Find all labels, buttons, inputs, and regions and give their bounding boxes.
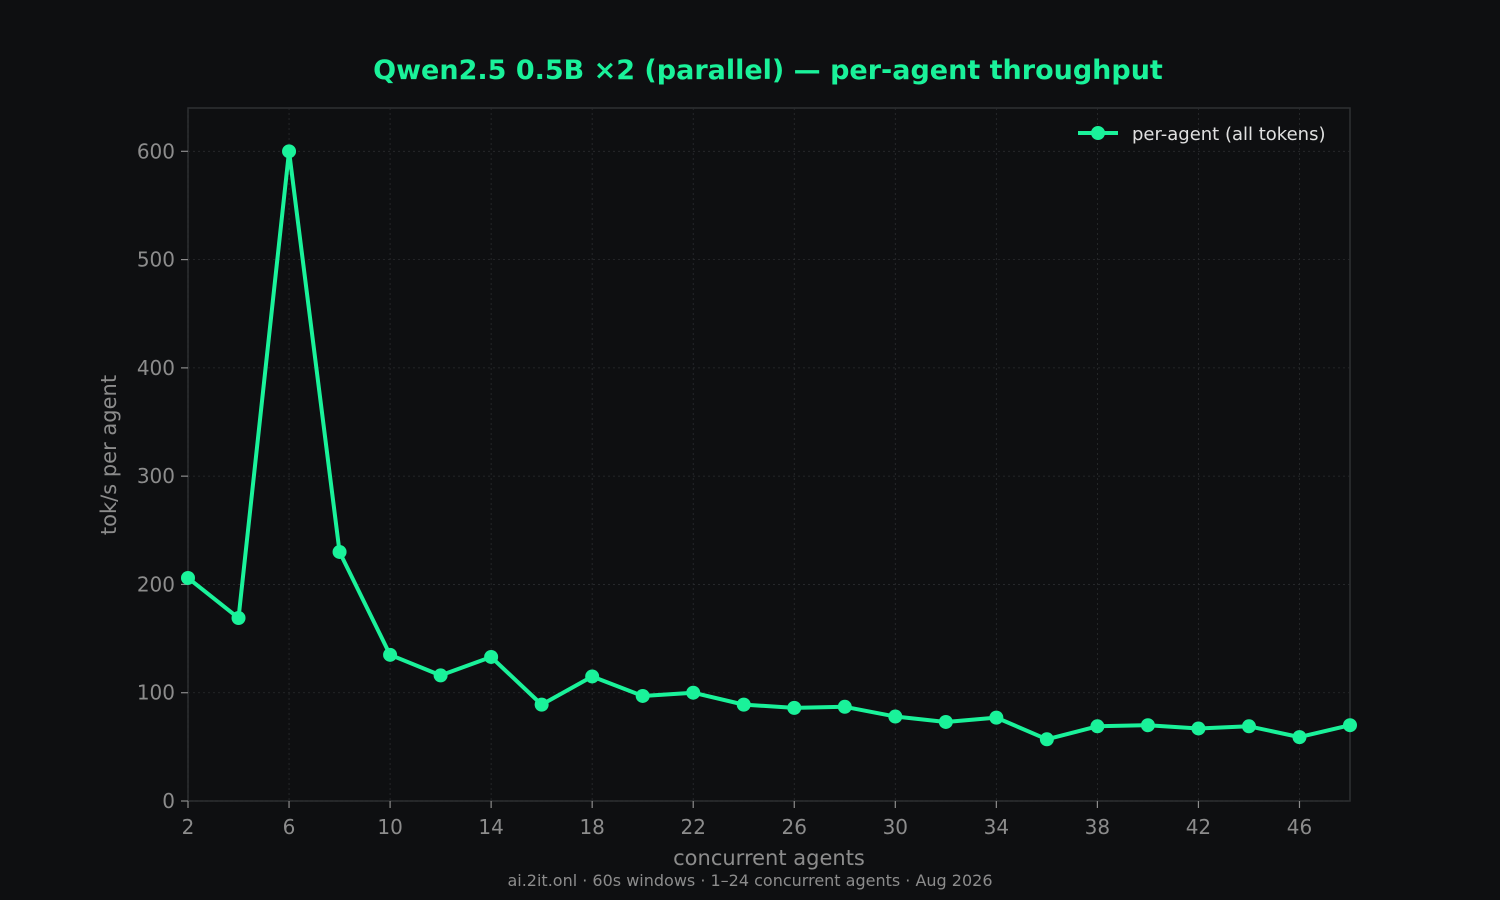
data-point (989, 710, 1004, 725)
x-tick-label: 30 (883, 815, 908, 839)
data-point (837, 699, 852, 714)
y-tick-label: 600 (137, 139, 175, 163)
x-tick-label: 10 (377, 815, 402, 839)
x-tick-label: 42 (1186, 815, 1211, 839)
data-point (686, 685, 701, 700)
data-point (1343, 718, 1357, 733)
x-axis-label: concurrent agents (673, 846, 865, 870)
data-point (1191, 721, 1206, 736)
data-point (282, 144, 297, 159)
y-tick-label: 100 (137, 681, 175, 705)
x-tick-label: 18 (579, 815, 604, 839)
data-point (888, 709, 903, 724)
data-point (1292, 730, 1307, 745)
chart-footer: ai.2it.onl · 60s windows · 1–24 concurre… (507, 871, 992, 890)
data-point (484, 649, 499, 664)
data-point (534, 697, 549, 712)
data-point (787, 700, 802, 715)
x-tick-label: 46 (1287, 815, 1312, 839)
chart-title: Qwen2.5 0.5B ×2 (parallel) — per-agent t… (373, 55, 1163, 86)
y-tick-label: 500 (137, 248, 175, 272)
grid-layer (187, 108, 1350, 802)
x-tick-label: 2 (182, 815, 195, 839)
y-tick-label: 300 (137, 464, 175, 488)
data-point (938, 714, 953, 729)
data-point (181, 570, 195, 585)
y-tick-label: 200 (137, 572, 175, 596)
series-layer (181, 144, 1357, 747)
y-tick-label: 0 (162, 789, 175, 813)
legend[interactable]: per-agent (all tokens) (1078, 124, 1325, 145)
x-tick-label: 34 (984, 815, 1009, 839)
data-point (736, 697, 751, 712)
data-point (585, 669, 600, 684)
y-axis-label: tok/s per agent (97, 375, 121, 535)
data-point (1039, 732, 1054, 747)
x-tick-label: 14 (478, 815, 503, 839)
x-tick-label: 38 (1085, 815, 1110, 839)
plot-area (187, 107, 1351, 802)
data-point (1090, 719, 1105, 734)
x-tick-label: 6 (283, 815, 296, 839)
x-tick-label: 22 (680, 815, 705, 839)
data-point (1140, 718, 1155, 733)
data-point (1241, 719, 1256, 734)
data-point (231, 611, 246, 626)
data-point (635, 688, 650, 703)
legend-swatch-marker (1091, 126, 1105, 140)
series-line-0 (186, 149, 1351, 742)
legend-series-label: per-agent (all tokens) (1132, 124, 1325, 145)
x-tick-label: 26 (782, 815, 807, 839)
data-point (433, 668, 448, 683)
y-tick-label: 400 (137, 356, 175, 380)
data-point (332, 544, 347, 559)
data-point (383, 647, 398, 662)
ticks-layer: 2 6 10 14 18 22 26 30 34 38 42 46010020030040050060… (137, 139, 1312, 839)
